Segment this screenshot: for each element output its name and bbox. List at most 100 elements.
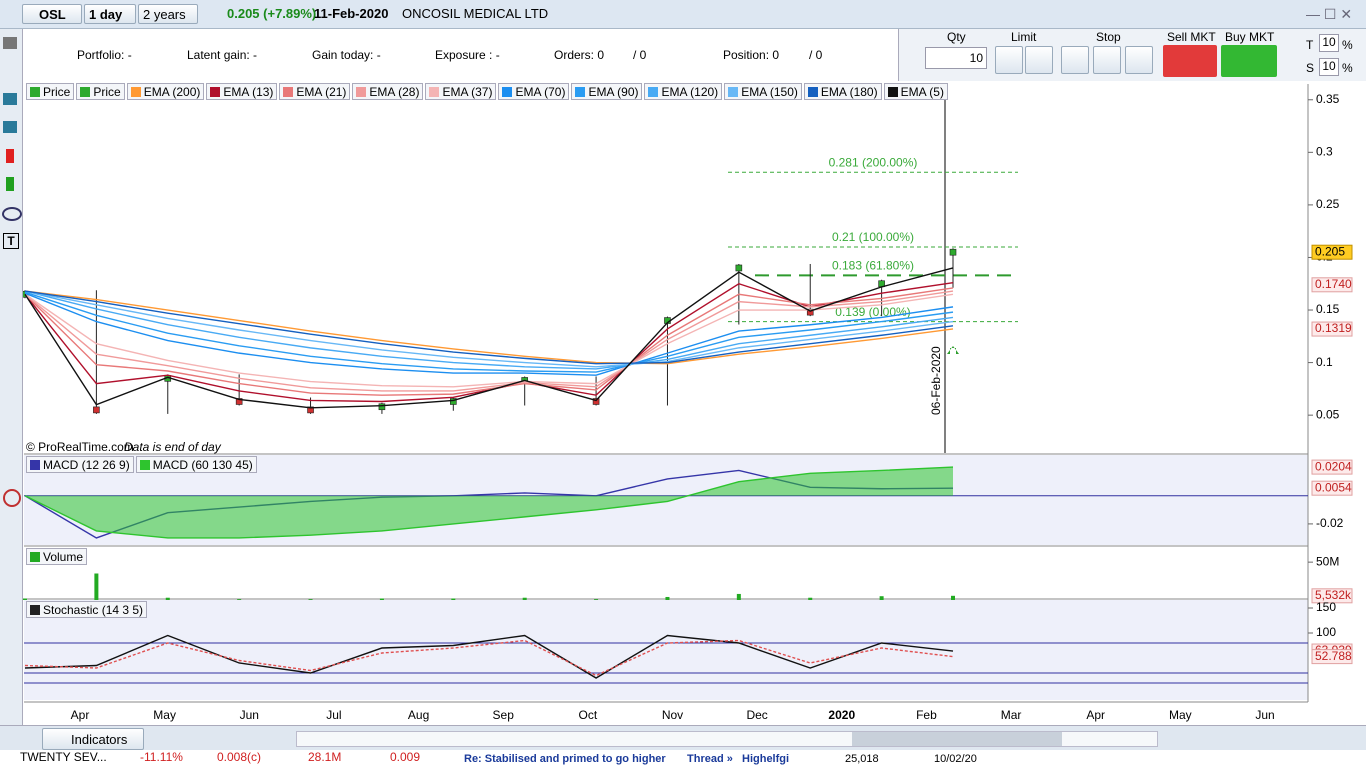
series-line (24, 287, 954, 396)
volume-bar (808, 597, 813, 600)
x-tick-label: Jul (326, 708, 341, 722)
macd-legend: MACD (12 26 9) MACD (60 130 45) (26, 456, 259, 473)
legend-item[interactable]: EMA (180) (803, 83, 882, 100)
tool-icon[interactable] (2, 207, 22, 221)
candle (949, 248, 957, 256)
fib-label: 0.21 (100.00%) (832, 230, 914, 244)
interval-select[interactable]: 1 day (84, 4, 136, 24)
legend-swatch (80, 86, 91, 97)
legend-item[interactable]: EMA (5) (883, 83, 948, 100)
interval: 1 day (89, 7, 123, 22)
t-unit: % (1342, 38, 1353, 52)
forum-thread[interactable]: Thread » (687, 753, 733, 765)
symbol-box[interactable]: OSL (22, 4, 82, 24)
series-line (24, 290, 954, 392)
orders-total: / 0 (633, 48, 647, 62)
volume-bar (165, 597, 170, 600)
tool-icon[interactable] (3, 37, 17, 49)
qty-input[interactable]: 10 (925, 47, 987, 69)
stop-3[interactable] (1125, 46, 1153, 74)
volume-bar (451, 598, 456, 600)
tool-icon[interactable] (6, 177, 14, 191)
limit-sell[interactable] (995, 46, 1023, 74)
legend-item[interactable]: EMA (120) (644, 83, 723, 100)
scroll-thumb[interactable] (852, 732, 1062, 746)
legend-swatch (728, 86, 739, 97)
series-line (24, 293, 954, 388)
forum-title[interactable]: Re: Stabilised and primed to go higher (464, 753, 666, 765)
legend-item[interactable]: Price (26, 83, 75, 100)
indicators-button[interactable]: Indicators (42, 728, 144, 750)
legend-swatch (130, 86, 141, 97)
period-select[interactable]: 2 years (138, 4, 198, 24)
x-tick-label: 2020 (828, 708, 855, 722)
indicators-label: Indicators (71, 732, 128, 747)
tool-icon[interactable] (3, 489, 21, 507)
value-tag-label: 0.0204 (1315, 459, 1352, 473)
value-tag-label: 5,532k (1315, 588, 1352, 602)
position: Position: 0 (723, 48, 780, 62)
legend-item[interactable]: MACD (60 130 45) (135, 456, 257, 473)
legend-item[interactable]: MACD (12 26 9) (26, 456, 134, 473)
y-tick-label: 0.25 (1316, 197, 1340, 211)
legend-item[interactable]: EMA (21) (279, 83, 351, 100)
s-unit: % (1342, 61, 1353, 75)
x-tick-label: Oct (579, 708, 598, 722)
value-tag-label: 0.1319 (1315, 321, 1352, 335)
quote-date: 11-Feb-2020 (314, 6, 389, 21)
legend-label: EMA (90) (588, 84, 639, 99)
ticker-volume: 28.1M (308, 750, 342, 764)
volume-bar (237, 599, 242, 600)
series-line (24, 267, 954, 409)
legend-item[interactable]: Price (76, 83, 125, 100)
value-tag (1311, 321, 1353, 337)
t-input[interactable]: 10 (1319, 34, 1339, 52)
limit-buy[interactable] (1025, 46, 1053, 74)
x-tick-label: Dec (746, 708, 767, 722)
legend-item[interactable]: Stochastic (14 3 5) (26, 601, 148, 618)
legend-swatch (429, 86, 440, 97)
stochastic-legend: Stochastic (14 3 5) (26, 601, 149, 618)
forum-count: 25,018 (845, 753, 879, 765)
sell-button[interactable] (1163, 45, 1217, 77)
legend-item[interactable]: EMA (28) (352, 83, 424, 100)
legend-label: Volume (43, 549, 84, 564)
legend-item[interactable]: EMA (37) (425, 83, 497, 100)
gain-today: Gain today: - (312, 48, 381, 62)
tool-icon[interactable] (3, 93, 17, 105)
stop-1[interactable] (1061, 46, 1089, 74)
latent-gain: Latent gain: - (187, 48, 258, 62)
legend-item[interactable]: EMA (150) (724, 83, 802, 100)
legend-swatch (807, 86, 818, 97)
x-tick-label: May (153, 708, 176, 722)
volume-bar (951, 595, 955, 600)
legend-item[interactable]: EMA (13) (206, 83, 278, 100)
legend-item[interactable]: EMA (200) (126, 83, 205, 100)
stop-2[interactable] (1093, 46, 1121, 74)
series-line (24, 290, 954, 370)
legend-label: EMA (28) (369, 84, 420, 99)
legend-item[interactable]: EMA (90) (571, 83, 643, 100)
qty: 10 (969, 51, 983, 65)
x-tick-label: Jun (240, 708, 259, 722)
volume-bar (522, 597, 527, 600)
buy-button[interactable] (1221, 45, 1277, 77)
s-input[interactable]: 10 (1319, 58, 1339, 76)
forum-user: Highelfgi (742, 753, 790, 765)
window-controls[interactable]: — ☐ ✕ (1306, 6, 1353, 22)
legend-swatch (502, 86, 513, 97)
legend-item[interactable]: EMA (70) (498, 83, 570, 100)
legend-item[interactable]: Volume (26, 548, 88, 565)
tool-icon[interactable] (6, 149, 14, 163)
volume-bar (308, 599, 313, 600)
value-tag-label: 52.788 (1315, 649, 1352, 663)
y-tick-label: 0.15 (1316, 302, 1340, 316)
account-bar: Portfolio: - Latent gain: - Gain today: … (24, 29, 898, 81)
tool-icon[interactable]: T (3, 233, 19, 249)
legend-swatch (887, 86, 898, 97)
scrollbar[interactable] (296, 731, 1158, 747)
tool-icon[interactable] (3, 121, 17, 133)
x-tick-label: Nov (662, 708, 683, 722)
x-tick-label: Feb (916, 708, 937, 722)
